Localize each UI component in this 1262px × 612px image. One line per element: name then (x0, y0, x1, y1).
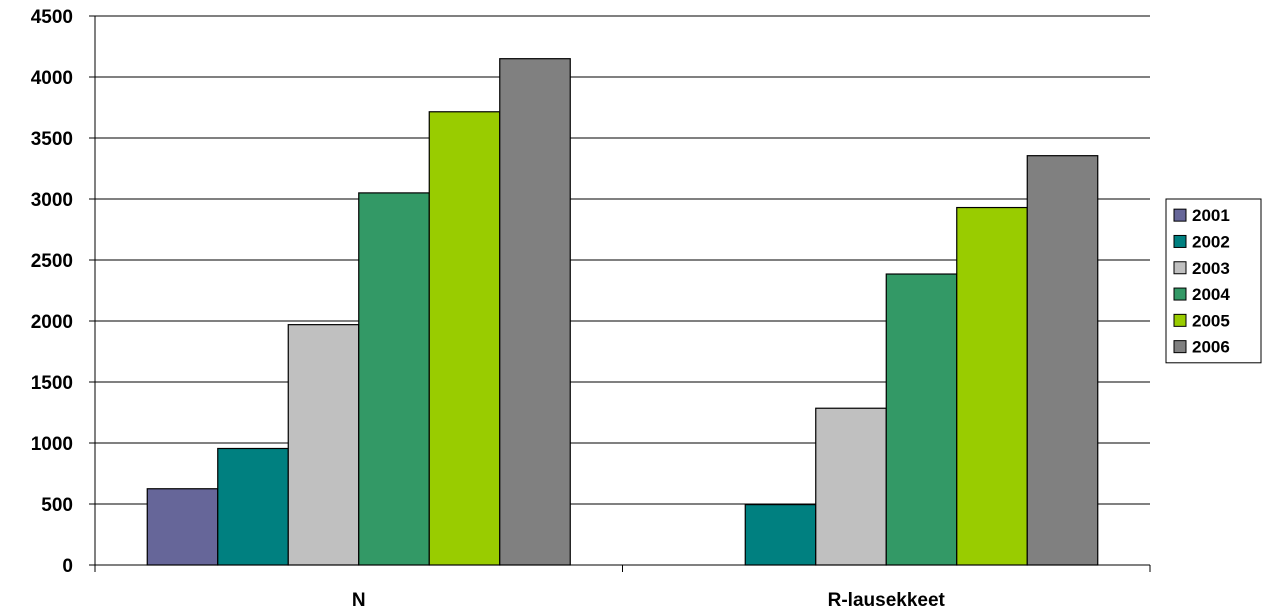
bar-2005-R-lausekkeet (956, 206, 1028, 566)
bar-2004-N (358, 192, 430, 566)
bar-2001-N (146, 488, 219, 566)
legend-swatch-2001 (1173, 208, 1187, 222)
y-tick-label: 500 (41, 495, 73, 516)
legend-label: 2001 (1192, 206, 1230, 225)
x-category-labels: N R-lausekkeet (352, 590, 946, 611)
y-tick-label: 1500 (31, 373, 73, 394)
y-tick-label: 3500 (31, 129, 73, 150)
x-category-label: R-lausekkeet (828, 590, 946, 611)
y-tick-label: 1000 (31, 434, 73, 455)
bar-2005-N (428, 111, 501, 566)
grid-lines (95, 15, 1150, 505)
x-category-label: N (352, 590, 366, 611)
bar-2002-N (217, 447, 289, 566)
legend-swatch-2004 (1173, 287, 1187, 301)
bar-2004-R-lausekkeet (885, 273, 958, 566)
y-tick-label: 3000 (31, 190, 73, 211)
legend-box (1165, 198, 1262, 364)
y-tick-label: 4000 (31, 68, 73, 89)
bars (146, 58, 1099, 566)
legend-swatch-2003 (1173, 261, 1187, 275)
legend-swatch-2006 (1173, 340, 1187, 354)
bar-2003-R-lausekkeet (815, 407, 887, 566)
legend: 2001 2002 2003 2004 2005 2006 (1165, 198, 1262, 364)
bar-2002-R-lausekkeet (744, 504, 817, 566)
y-tick-label: 4500 (31, 7, 73, 28)
bar-2006-N (499, 58, 571, 566)
legend-label: 2002 (1192, 232, 1230, 251)
y-tick-label: 0 (62, 556, 73, 577)
legend-swatch-2002 (1173, 234, 1187, 248)
y-tick-label: 2000 (31, 312, 73, 333)
legend-label: 2005 (1192, 311, 1230, 330)
bar-2003-N (287, 324, 360, 566)
axes (89, 15, 1151, 572)
bar-2006-R-lausekkeet (1026, 155, 1099, 566)
legend-label: 2004 (1192, 285, 1230, 304)
legend-swatch-2005 (1173, 313, 1187, 327)
legend-label: 2006 (1192, 338, 1230, 357)
y-tick-label: 2500 (31, 251, 73, 272)
legend-label: 2003 (1192, 259, 1230, 278)
y-tick-labels: 0 500 1000 1500 2000 2500 3000 3500 4000 4500 (31, 7, 73, 577)
